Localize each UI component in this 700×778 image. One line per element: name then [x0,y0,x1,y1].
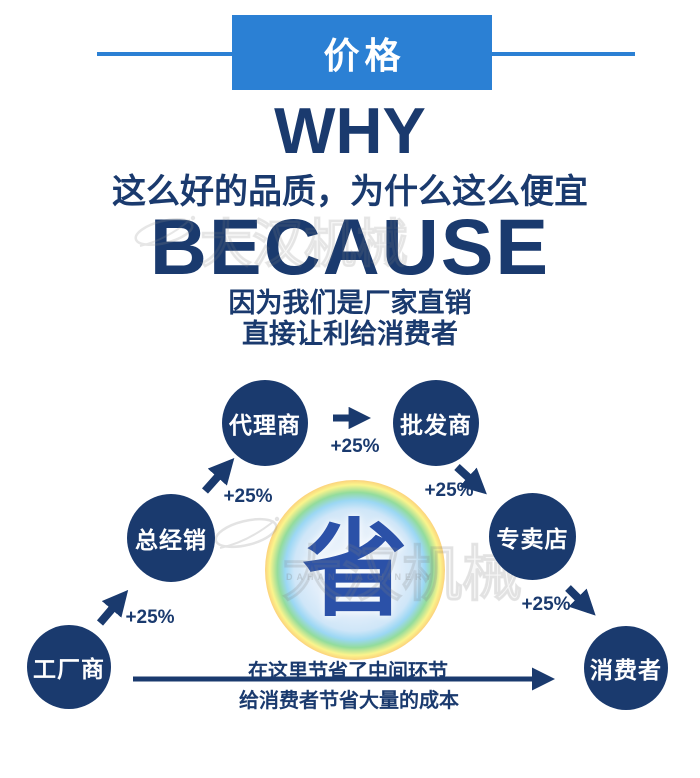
node-label: 消费者 [590,657,662,683]
node-label: 总经销 [135,527,207,553]
node-label: 代理商 [229,412,301,438]
headline-answer-line1: 因为我们是厂家直销 [228,288,472,318]
markup-label-4: +25% [424,480,474,501]
headline-question: 这么好的品质，为什么这么便宜 [112,173,588,211]
markup-label-3: +25% [330,436,380,457]
node-label: 工厂商 [33,656,105,682]
headline-why: WHY [274,94,426,167]
node-exclusive-store: 专卖店 [489,493,576,580]
node-factory: 工厂商 [27,625,111,709]
headline-answer-line2: 直接让利给消费者 [242,319,458,349]
node-wholesaler: 批发商 [393,380,479,466]
node-label: 批发商 [400,412,472,438]
arrow-wholesaler-to-store [454,464,487,495]
headline-because: BECAUSE [149,202,551,291]
node-general-distributor: 总经销 [127,494,215,582]
price-banner-title: 价格 [323,34,406,76]
arrow-distributor-to-agent [202,458,235,494]
savings-note-line1: 在这里节省了中间环节 [248,661,448,683]
save-badge: 省 [265,480,445,660]
node-label: 专卖店 [496,525,569,552]
markup-label-1: +25% [125,607,175,628]
markup-label-5: +25% [521,594,571,615]
savings-note-line2: 给消费者节省大量的成本 [239,690,459,712]
price-banner: 价格 [232,15,492,90]
markup-label-2: +25% [223,486,273,507]
arrow-store-to-consumer [565,585,596,616]
save-character: 省 [302,511,408,629]
arrow-factory-to-distributor [96,589,129,626]
node-consumer: 消费者 [584,626,668,710]
node-agent: 代理商 [222,380,308,466]
